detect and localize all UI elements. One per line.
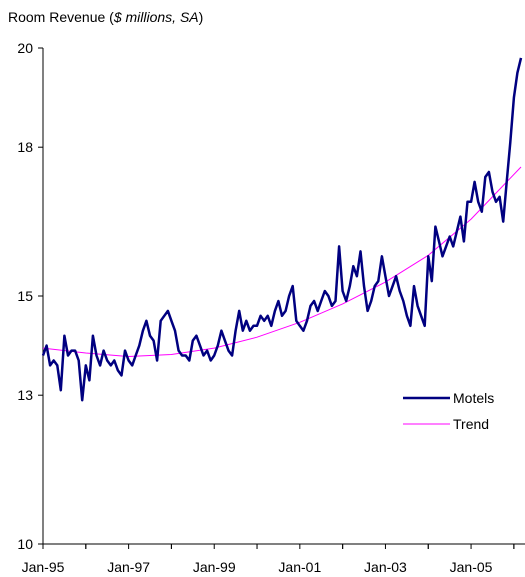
series-line-trend xyxy=(42,166,522,357)
chart-title-prefix: Room Revenue ( xyxy=(8,9,114,25)
legend-label-trend: Trend xyxy=(453,416,489,432)
series-layer xyxy=(41,57,523,402)
chart-title: Room Revenue ($ millions, SA) xyxy=(8,9,203,25)
x-tick-label: Jan-03 xyxy=(364,559,407,575)
y-tick-label: 13 xyxy=(17,387,33,403)
chart-title-italic: $ millions, SA xyxy=(113,9,199,25)
series-line-motels xyxy=(41,57,523,402)
legend: Motels Trend xyxy=(403,390,494,432)
y-tick-label: 20 xyxy=(17,40,33,56)
x-tick-label: Jan-95 xyxy=(22,559,65,575)
x-tick-label: Jan-97 xyxy=(107,559,150,575)
y-tick-label: 18 xyxy=(17,139,33,155)
legend-label-motels: Motels xyxy=(453,390,494,406)
y-tick-label: 10 xyxy=(17,536,33,552)
x-axis-ticks: Jan-95 Jan-97 Jan-99 Jan-01 Jan-03 Jan-05 xyxy=(22,544,515,575)
y-axis-ticks: 10 13 15 18 20 xyxy=(17,40,43,552)
chart-title-suffix: ) xyxy=(198,9,204,25)
y-tick-label: 15 xyxy=(17,288,33,304)
x-tick-label: Jan-05 xyxy=(450,559,493,575)
x-tick-label: Jan-01 xyxy=(278,559,321,575)
axes xyxy=(42,48,525,545)
x-tick-label: Jan-99 xyxy=(193,559,236,575)
